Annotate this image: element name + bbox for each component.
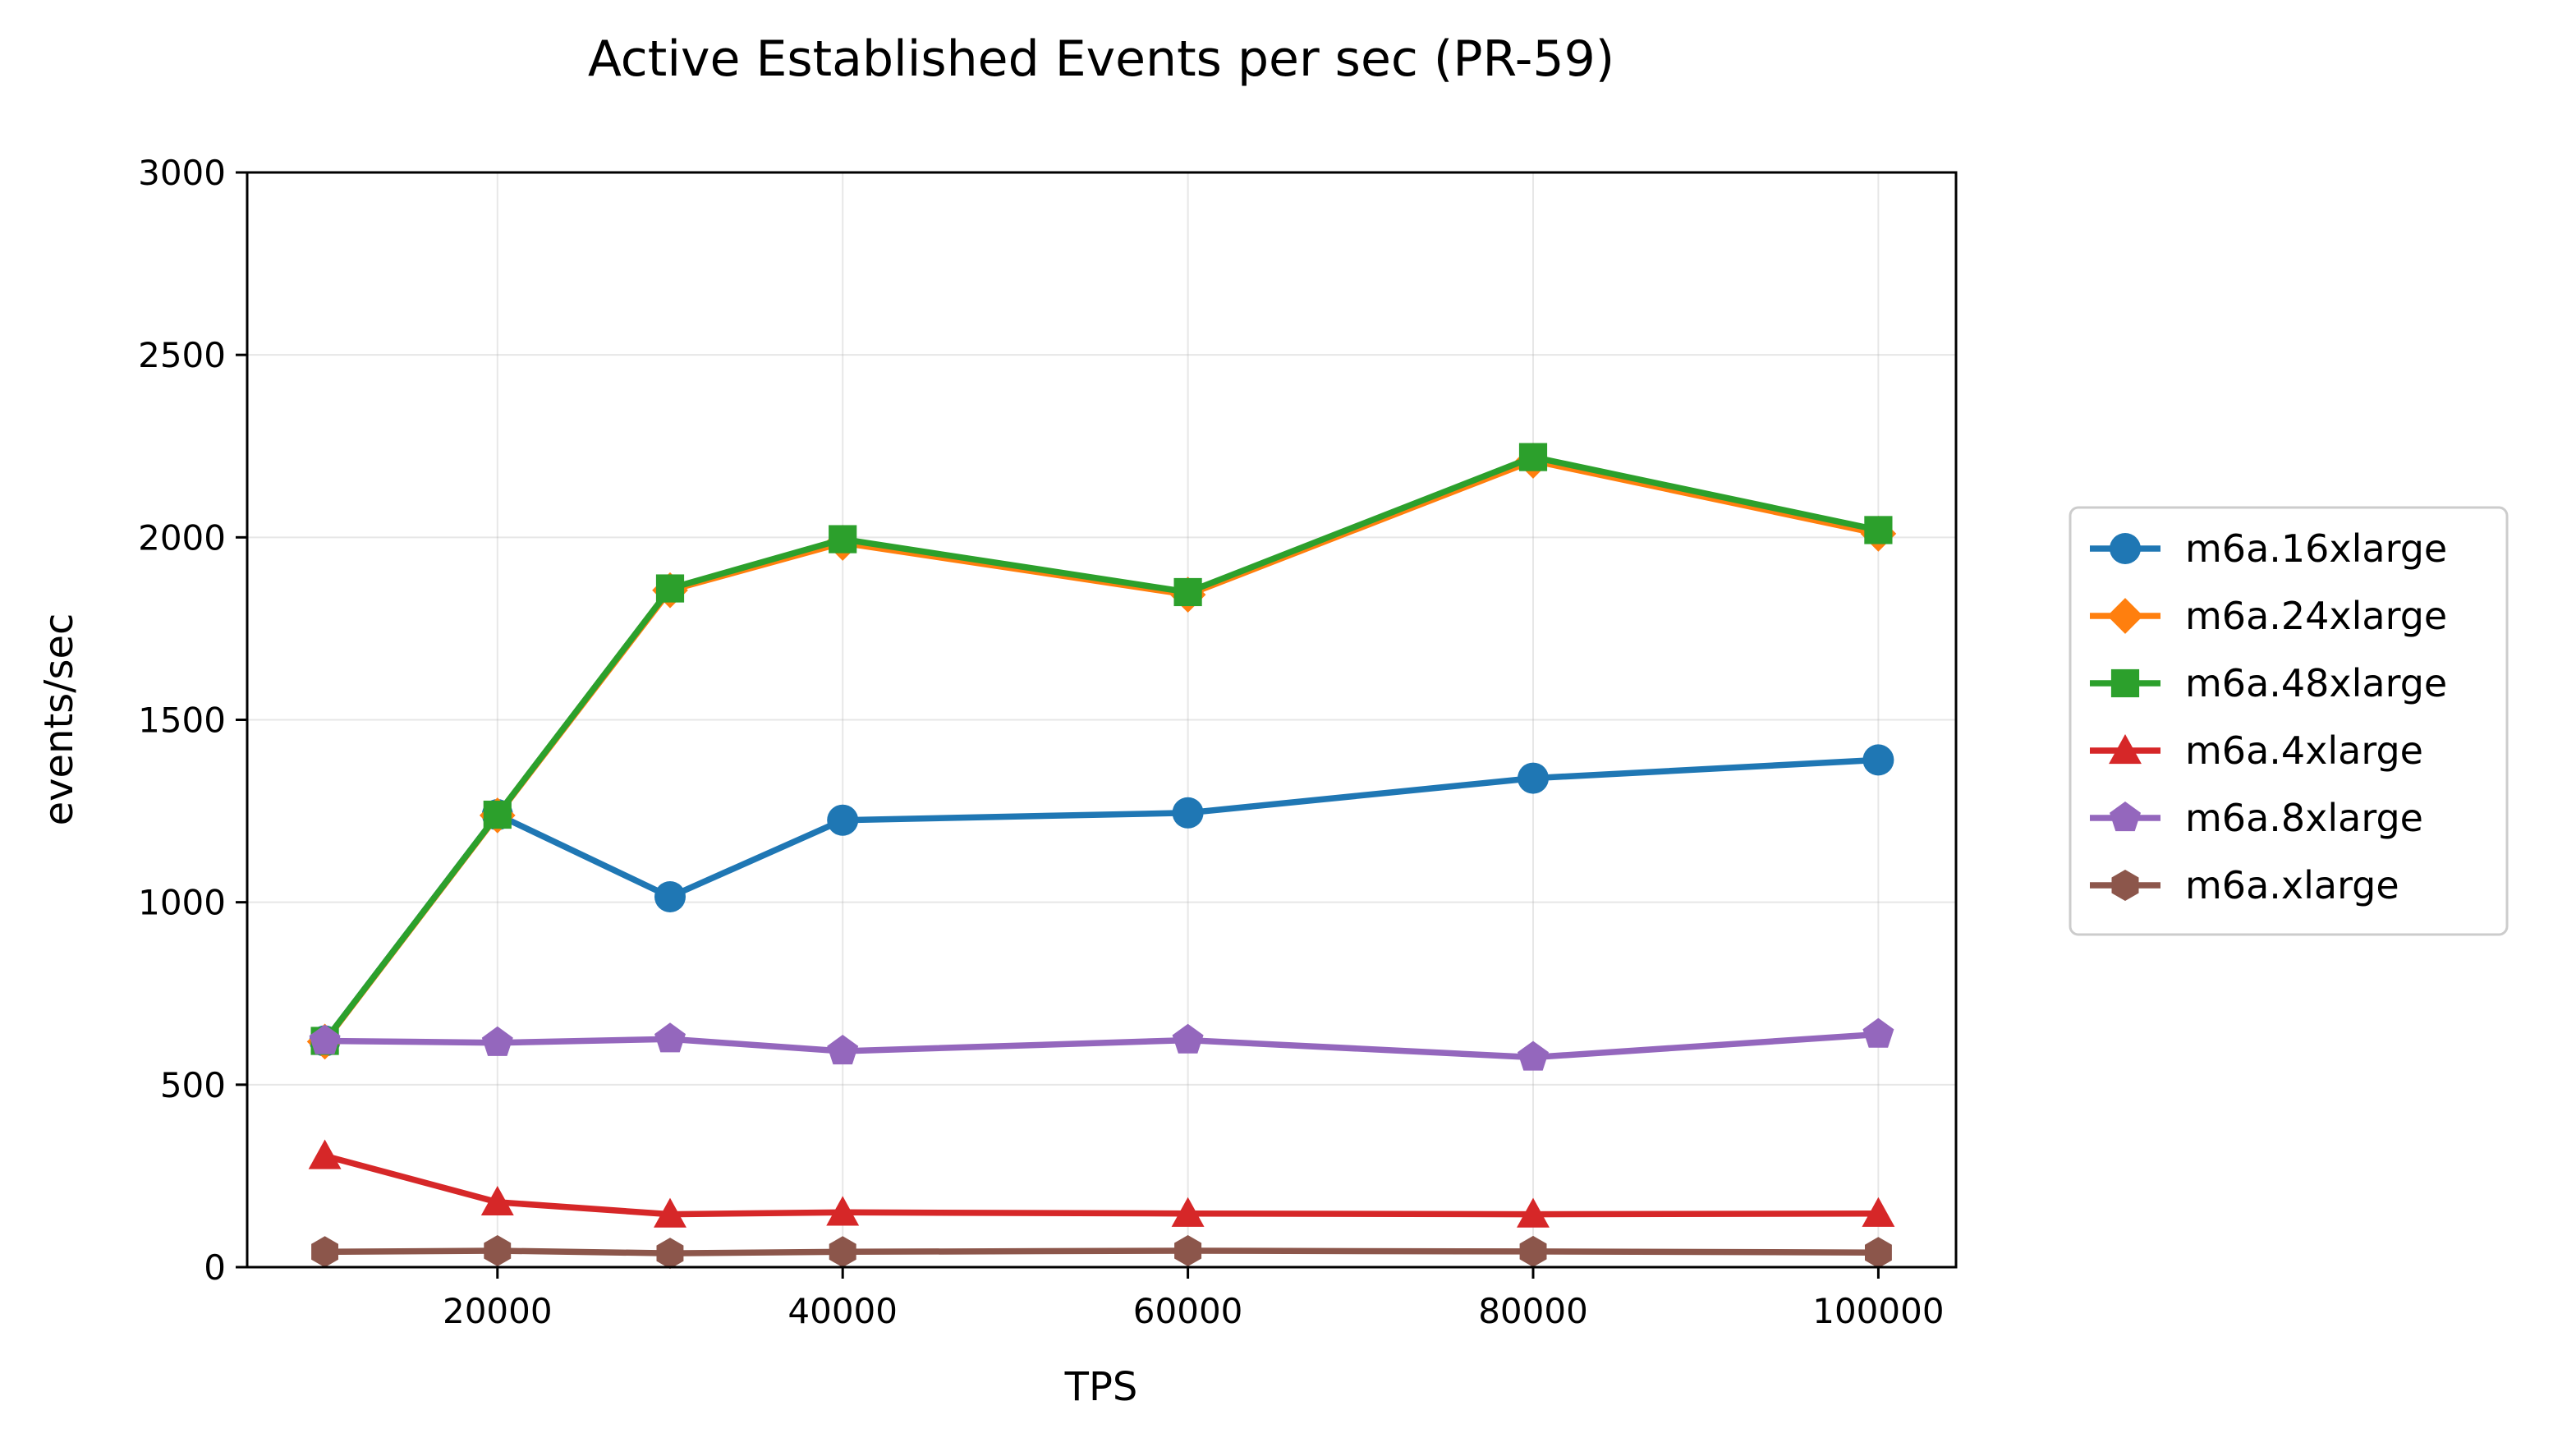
data-point (1862, 744, 1894, 776)
data-point (483, 800, 512, 829)
data-point (309, 1024, 341, 1054)
data-point (1862, 1017, 1894, 1048)
legend-marker (2110, 533, 2141, 564)
data-point (1862, 1197, 1895, 1227)
data-point (1864, 516, 1893, 544)
legend-label: m6a.24xlarge (2185, 594, 2447, 638)
legend-item: m6a.48xlarge (2090, 661, 2447, 705)
legend-marker (2109, 734, 2142, 765)
y-tick-label: 500 (160, 1065, 226, 1105)
data-point (308, 1139, 342, 1169)
legend-label: m6a.xlarge (2185, 863, 2399, 907)
legend-label: m6a.8xlarge (2185, 796, 2423, 840)
data-point (1518, 762, 1550, 794)
legend: m6a.16xlarge m6a.24xlarge m6a.48xlarge m6a.… (2069, 506, 2509, 936)
data-point (1518, 1040, 1549, 1071)
data-point (1519, 1235, 1547, 1267)
data-point (1173, 577, 1202, 607)
legend-marker (2110, 668, 2140, 698)
series-m6a.8xlarge (309, 1017, 1894, 1071)
data-point (484, 1235, 512, 1266)
y-tick-label: 1000 (138, 883, 226, 923)
x-axis-label: TPS (1064, 1364, 1138, 1410)
series-line (321, 1247, 1882, 1256)
series-m6a.xlarge (311, 1235, 1892, 1270)
y-tick-label: 3000 (138, 153, 226, 193)
data-point (1517, 1197, 1550, 1228)
data-point (1518, 443, 1548, 471)
data-point (1172, 797, 1204, 829)
x-tick-label: 80000 (1478, 1291, 1588, 1331)
x-tick-label: 20000 (443, 1291, 553, 1331)
data-point (827, 1035, 859, 1065)
legend-item: m6a.4xlarge (2090, 728, 2423, 773)
axes: 20000 40000 60000 80000 100000 0 500 1000 1500 20… (138, 153, 1944, 1331)
data-point (827, 804, 859, 836)
data-point (829, 525, 857, 554)
series-m6a.4xlarge (308, 1139, 1895, 1228)
y-tick-label: 2500 (138, 335, 226, 375)
data-point (829, 1236, 856, 1268)
legend-item: m6a.8xlarge (2090, 796, 2423, 840)
data-point (480, 1185, 514, 1216)
data-point (1174, 1235, 1202, 1266)
legend-marker (2111, 870, 2139, 901)
data-point (311, 1236, 338, 1268)
y-tick-label: 1500 (138, 701, 226, 741)
legend-item: m6a.16xlarge (2090, 526, 2447, 571)
x-tick-label: 40000 (787, 1291, 898, 1331)
grid (247, 172, 1956, 1268)
y-axis-label: events/sec (36, 613, 82, 826)
data-point (656, 1238, 684, 1270)
series-layer (306, 443, 1897, 1270)
legend-label: m6a.48xlarge (2185, 661, 2447, 705)
legend-label: m6a.4xlarge (2185, 728, 2423, 773)
data-point (826, 1196, 860, 1226)
legend-marker (2107, 598, 2143, 634)
data-point (654, 881, 686, 913)
y-tick-label: 2000 (138, 517, 226, 558)
data-point (1172, 1023, 1204, 1054)
data-point (654, 1197, 686, 1228)
data-point (481, 1026, 513, 1056)
chart-title: Active Established Events per sec (PR-59… (588, 30, 1614, 88)
data-point (1171, 1197, 1205, 1227)
data-point (1865, 1237, 1892, 1269)
legend-item: m6a.24xlarge (2090, 594, 2447, 638)
x-tick-label: 60000 (1133, 1291, 1243, 1331)
data-point (655, 574, 685, 603)
legend-frame (2069, 506, 2509, 936)
legend-label: m6a.16xlarge (2185, 526, 2447, 571)
data-point (654, 1022, 686, 1053)
x-tick-label: 100000 (1812, 1291, 1944, 1331)
legend-marker (2110, 802, 2141, 832)
legend-item: m6a.xlarge (2090, 863, 2399, 907)
y-tick-label: 0 (204, 1247, 226, 1288)
